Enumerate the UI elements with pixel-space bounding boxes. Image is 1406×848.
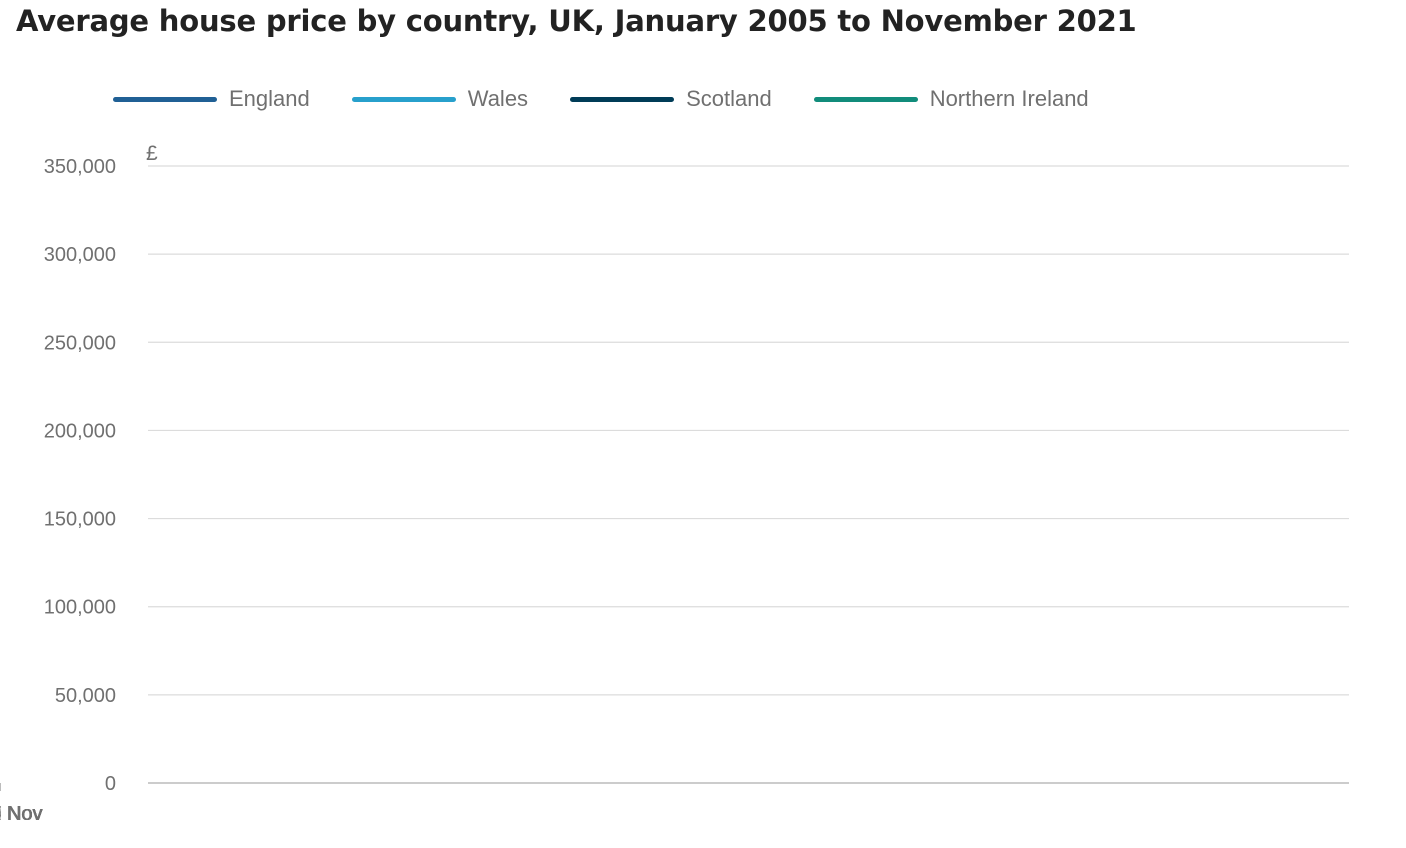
- legend-item-scotland[interactable]: Scotland: [570, 86, 772, 112]
- legend-label-england: England: [229, 86, 310, 111]
- legend-label-wales: Wales: [467, 86, 529, 111]
- y-tick-label: 150,000: [44, 509, 116, 531]
- legend-item-northern-ireland[interactable]: Northern Ireland: [813, 86, 1089, 112]
- y-tick-label: 0: [105, 773, 116, 795]
- chart-legend: England Wales Scotland Northern Ireland: [113, 86, 1089, 112]
- axes: 0 50,000 100,000 150,000 200,000 250,000 300,0…: [0, 156, 1349, 825]
- gridlines: [148, 165, 1349, 696]
- y-axis-unit: £: [146, 142, 158, 165]
- legend-swatch-northern-ireland: [813, 96, 918, 102]
- y-tick-label: 50,000: [55, 685, 116, 707]
- legend-item-england[interactable]: England: [113, 86, 310, 112]
- x-tick-label: 2021 Nov: [0, 803, 43, 825]
- y-tick-label: 350,000: [44, 156, 116, 178]
- y-tick-label: 100,000: [44, 597, 116, 619]
- legend-swatch-wales: [351, 96, 456, 102]
- x-tick-label: 2005 Nov: [0, 803, 43, 825]
- x-tick-label: 2015 Nov: [0, 803, 43, 825]
- x-tick-label: 2019 Nov: [0, 803, 43, 825]
- x-tick-label: 2009 Nov: [0, 803, 43, 825]
- legend-label-scotland: Scotland: [686, 86, 772, 111]
- y-tick-label: 250,000: [44, 332, 116, 354]
- y-tick-label: 200,000: [44, 420, 116, 442]
- legend-item-wales[interactable]: Wales: [351, 86, 529, 112]
- x-tick-label: 2017 Nov: [0, 803, 43, 825]
- legend-swatch-scotland: [570, 96, 675, 102]
- chart-title: Average house price by country, UK, Janu…: [16, 4, 1137, 38]
- legend-swatch-england: [113, 96, 217, 102]
- x-tick-label: 2011 Nov: [0, 803, 42, 825]
- x-tick-label: 2007 Nov: [0, 803, 43, 825]
- x-tick-label: 2013 Nov: [0, 803, 43, 825]
- y-tick-label: 300,000: [44, 244, 116, 266]
- legend-label-northern-ireland: Northern Ireland: [929, 86, 1089, 111]
